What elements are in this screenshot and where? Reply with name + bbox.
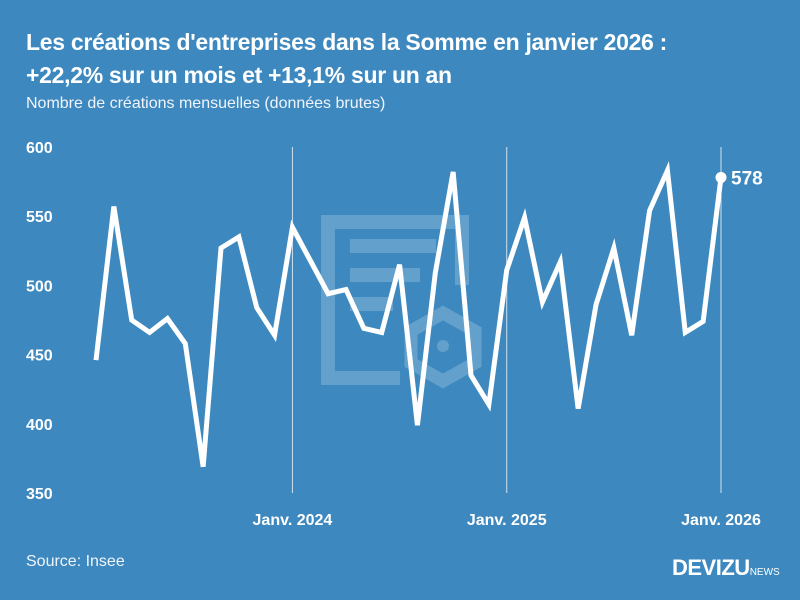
logo-suffix: NEWS xyxy=(749,567,780,578)
x-tick-label: Janv. 2024 xyxy=(253,512,333,529)
title-line-1: Les créations d'entreprises dans la Somm… xyxy=(26,29,668,55)
series-line xyxy=(93,161,724,468)
x-tick-label: Janv. 2026 xyxy=(681,512,761,529)
y-tick-label: 600 xyxy=(26,140,53,157)
chart-title: Les créations d'entreprises dans la Somm… xyxy=(26,26,667,92)
y-tick-label: 400 xyxy=(26,417,53,434)
y-tick-label: 450 xyxy=(26,348,53,365)
chart-subtitle: Nombre de créations mensuelles (données … xyxy=(26,95,386,112)
watermark-logo-icon xyxy=(321,215,482,389)
y-tick-label: 550 xyxy=(26,209,53,226)
devizu-logo: DEVIZUNEWS xyxy=(672,555,780,581)
source-note: Source: Insee xyxy=(26,553,125,570)
last-point-marker xyxy=(715,171,727,183)
y-tick-label: 350 xyxy=(26,486,53,503)
title-line-2: +22,2% sur un mois et +13,1% sur un an xyxy=(26,62,452,88)
y-tick-label: 500 xyxy=(26,278,53,295)
last-value-label: 578 xyxy=(731,168,763,189)
logo-main: DEVIZU xyxy=(672,555,750,580)
x-tick-label: Janv. 2025 xyxy=(467,512,547,529)
